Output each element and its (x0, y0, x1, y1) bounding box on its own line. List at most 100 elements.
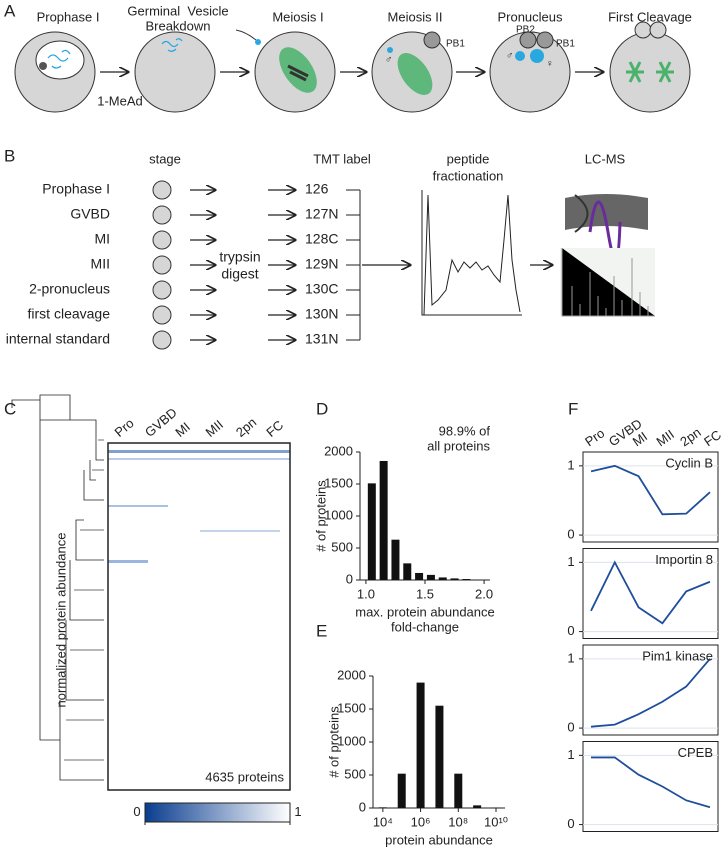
x-tick-label: 10⁶ (411, 814, 431, 829)
ms-instrument (574, 194, 589, 233)
y-tick-label: 1000 (337, 733, 366, 748)
x-tick-label: 1.0 (357, 586, 375, 601)
stage-label: Meiosis II (388, 9, 443, 24)
chromatogram (423, 194, 521, 316)
x-tick-label: 2.0 (475, 586, 493, 601)
mark-label: PB1 (556, 39, 575, 50)
heatmap-rows (108, 505, 168, 507)
column-label: MI (630, 429, 650, 450)
stage-label: Breakdown (145, 18, 210, 33)
heatmap-frame (107, 442, 291, 791)
line (591, 756, 711, 809)
bar (462, 579, 471, 580)
axis (359, 452, 490, 581)
bar (391, 539, 400, 580)
y-tick-label: 2000 (324, 443, 353, 458)
mark-label: ♀ (546, 59, 554, 70)
colorbar-tick-label: 0 (133, 804, 140, 819)
annotation: all proteins (427, 438, 490, 453)
polar-body (634, 21, 652, 39)
cell (134, 31, 216, 113)
mark-label: PB1 (446, 39, 465, 50)
panel-label: C (4, 399, 16, 418)
stage-icon (152, 305, 172, 325)
chromatin (161, 38, 183, 52)
tmt-label: 130C (305, 281, 338, 297)
bar (416, 682, 425, 808)
line (590, 560, 711, 625)
tmt-label: 130N (305, 306, 338, 322)
stage-label: first cleavage (28, 306, 111, 322)
chromatin (47, 49, 71, 69)
header: stage (149, 151, 181, 166)
y-tick-label: 1 (567, 747, 574, 762)
plot-frame (582, 644, 719, 736)
line (590, 658, 711, 728)
y-tick-label: 0 (567, 720, 574, 735)
y-tick-label: 0 (346, 571, 353, 586)
y-tick-label: 0 (567, 816, 574, 831)
series-name: CPEB (678, 745, 713, 760)
header: LC-MS (585, 151, 626, 166)
chromatogram-axes (421, 190, 522, 316)
stage-icon (152, 180, 172, 200)
tmt-label: 129N (305, 256, 338, 272)
cell (609, 31, 691, 113)
colorbar-tick-label: 1 (294, 804, 301, 819)
series-name: Pim1 kinase (642, 648, 713, 663)
spindle (397, 52, 433, 96)
header: fractionation (433, 168, 504, 183)
stage-label: internal standard (6, 331, 110, 347)
dendrogram (11, 394, 104, 781)
column-label: 2pn (677, 425, 703, 450)
y-tick-label: 1500 (337, 700, 366, 715)
column-label: FC (701, 427, 723, 449)
sperm-tail (235, 29, 257, 41)
stage-label: First Cleavage (608, 9, 692, 24)
bar (426, 574, 435, 580)
column-label: FC (263, 417, 286, 440)
x-axis-label: fold-change (391, 619, 459, 634)
stage-icon (152, 280, 172, 300)
x-axis-label: protein abundance (385, 832, 493, 847)
column-label: GVBD (142, 405, 180, 440)
step-label: trypsin (219, 249, 260, 265)
stage-label: Pronucleus (497, 9, 563, 24)
stage-icon (152, 205, 172, 225)
column-label: Pro (112, 415, 137, 439)
stage-label: Prophase I (37, 9, 100, 24)
bar (473, 805, 482, 808)
stage-label: GVBD (70, 206, 110, 222)
spectrum (561, 248, 655, 317)
x-tick-label: 1.5 (416, 586, 434, 601)
series-name: Importin 8 (655, 552, 713, 567)
heatmap-rows (108, 560, 148, 563)
header: peptide (447, 151, 490, 166)
x-axis-label: max. protein abundance (355, 604, 494, 619)
plot-frame (582, 548, 719, 639)
y-tick-label: 0 (567, 527, 574, 542)
y-axis-label: # of proteins (313, 480, 328, 552)
stage-label: 2-pronucleus (29, 281, 110, 297)
panel-label: D (316, 399, 328, 418)
bar (397, 773, 406, 808)
tmt-label: 131N (305, 331, 338, 347)
line (590, 464, 711, 516)
polar-body (519, 31, 537, 49)
bar (378, 807, 387, 808)
treatment-label: 1-MeAd (97, 93, 143, 108)
stage-label: Prophase I (42, 181, 110, 197)
bar (450, 578, 459, 580)
plot-frame (582, 741, 719, 832)
heatmap-rows (200, 530, 280, 532)
stage-icon (152, 330, 172, 350)
tmt-label: 127N (305, 206, 338, 222)
pronucleus (515, 51, 525, 61)
panel-c (11, 394, 290, 781)
nucleolus (39, 62, 47, 70)
y-tick-label: 1 (567, 650, 574, 665)
mark-label: ♂ (385, 55, 393, 66)
heatmap-rows (108, 450, 290, 453)
